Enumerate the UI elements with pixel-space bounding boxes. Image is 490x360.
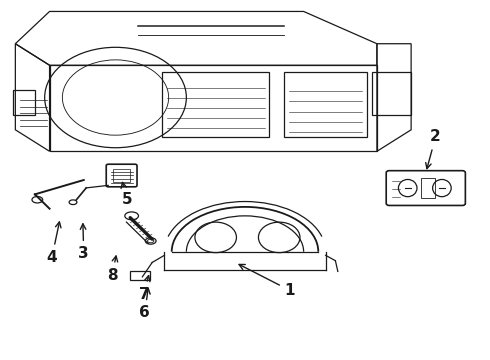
Text: 5: 5 (121, 183, 132, 207)
Bar (162, 72, 270, 137)
Bar (421, 178, 435, 198)
Bar (130, 271, 150, 280)
Text: 8: 8 (107, 256, 118, 283)
Bar (284, 72, 367, 137)
Text: 1: 1 (239, 265, 295, 298)
Bar (372, 72, 411, 116)
Text: 4: 4 (47, 222, 61, 265)
Text: 3: 3 (78, 224, 89, 261)
Text: 7: 7 (139, 276, 150, 302)
Text: 2: 2 (426, 130, 441, 168)
Bar (113, 169, 130, 182)
Text: 6: 6 (140, 288, 150, 320)
Bar (13, 90, 35, 116)
